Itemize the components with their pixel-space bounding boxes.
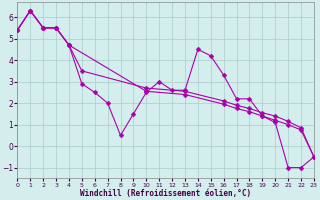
X-axis label: Windchill (Refroidissement éolien,°C): Windchill (Refroidissement éolien,°C)	[80, 189, 251, 198]
